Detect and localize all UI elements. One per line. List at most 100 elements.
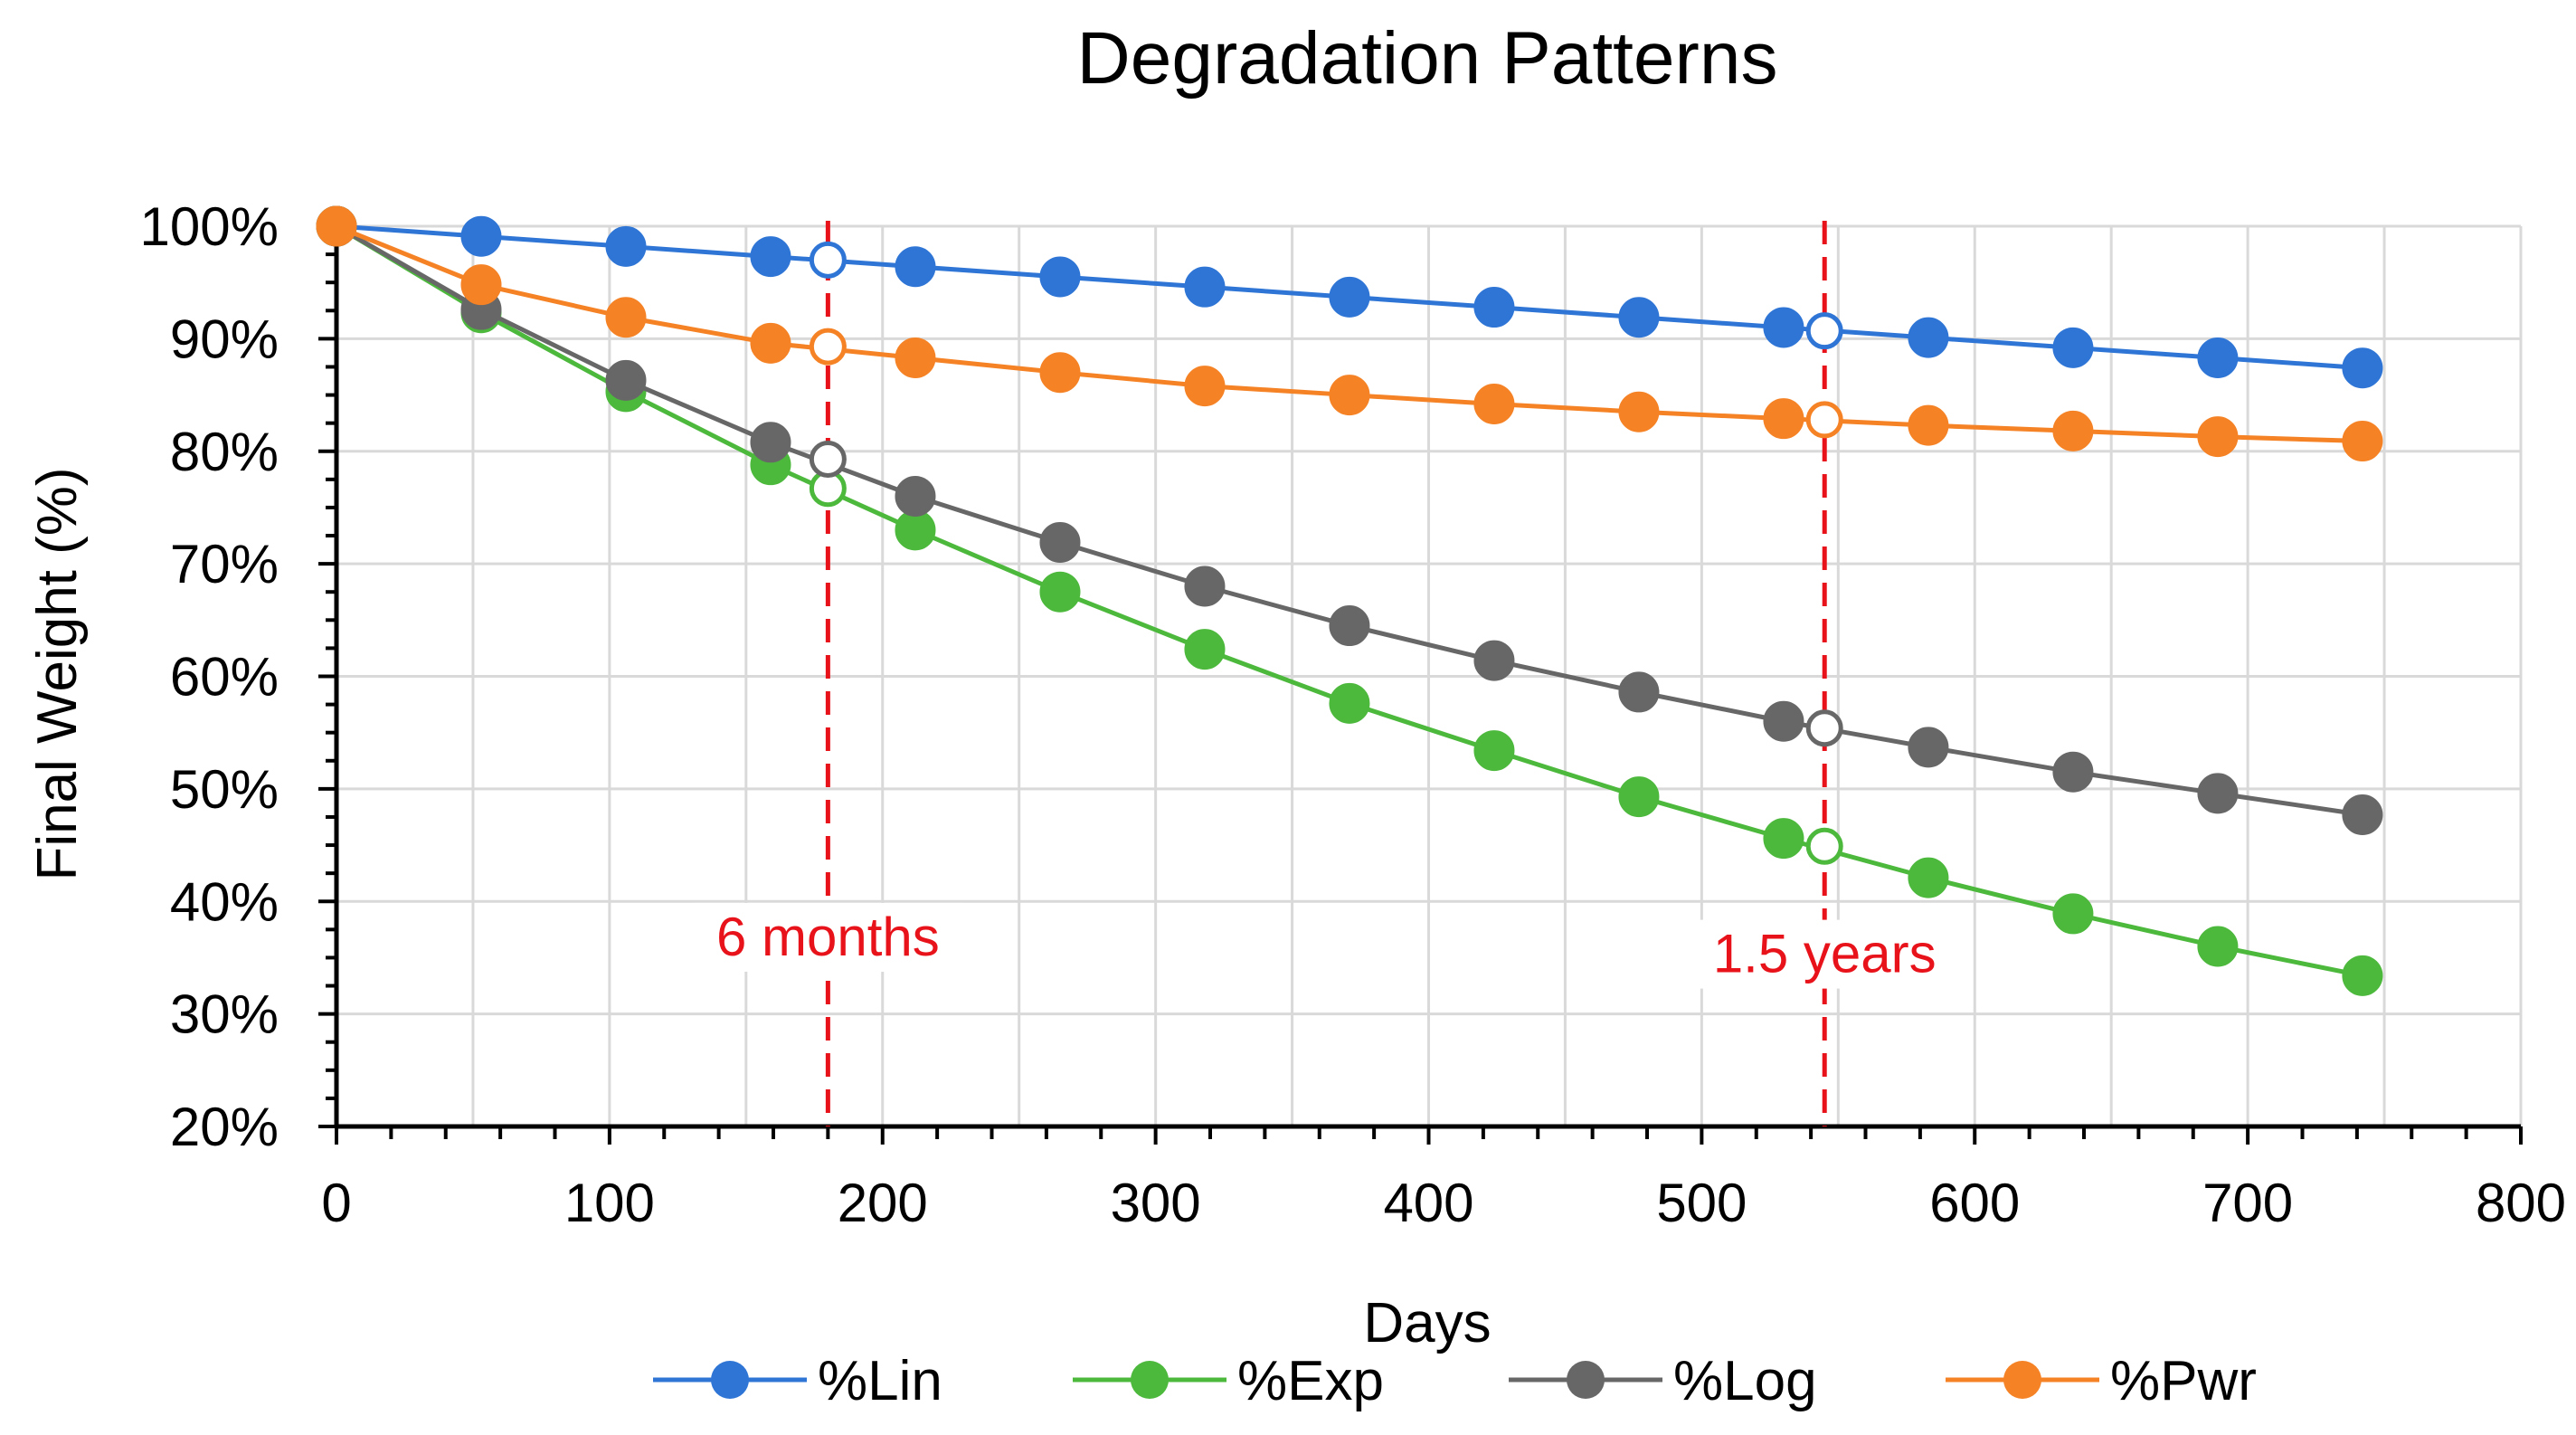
- data-point-lin: [1184, 266, 1226, 308]
- reference-marker-log: [809, 440, 847, 478]
- legend-label: %Lin: [818, 1350, 942, 1412]
- data-point-pwr: [460, 264, 502, 306]
- data-point-lin: [1039, 256, 1081, 298]
- data-point-lin: [460, 215, 502, 257]
- data-point-lin: [1618, 297, 1660, 338]
- data-point-exp: [2052, 893, 2094, 935]
- x-tick-label: 0: [321, 1173, 351, 1233]
- data-point-exp: [1184, 629, 1226, 670]
- data-point-pwr: [316, 205, 357, 247]
- y-tick-label: 40%: [170, 871, 279, 932]
- data-point-log: [1908, 727, 1949, 768]
- y-tick-label: 50%: [170, 759, 279, 820]
- y-tick-label: 70%: [170, 534, 279, 594]
- reference-marker-lin: [1805, 312, 1843, 350]
- legend-swatch-marker: [711, 1361, 749, 1399]
- data-point-pwr: [1184, 366, 1226, 407]
- x-tick-label: 400: [1383, 1173, 1473, 1233]
- legend-swatch-marker: [1131, 1361, 1169, 1399]
- data-point-exp: [2342, 955, 2383, 996]
- axes: 0 100 200 300 400 500 600 700 800 20% 30% 40% 50% 60%…: [140, 196, 2567, 1233]
- data-point-log: [1184, 565, 1226, 607]
- y-tick-label: 60%: [170, 647, 279, 708]
- x-tick-label: 200: [838, 1173, 928, 1233]
- data-point-lin: [2052, 327, 2094, 368]
- reference-label-background: [692, 902, 964, 972]
- data-point-pwr: [2052, 410, 2094, 451]
- y-tick-label: 20%: [170, 1097, 279, 1157]
- chart-title: Degradation Patterns: [1077, 17, 1778, 100]
- data-point-pwr: [1908, 404, 1949, 446]
- data-point-pwr: [2342, 421, 2383, 462]
- data-point-log: [605, 359, 647, 401]
- data-point-log: [1473, 640, 1515, 681]
- legend-item-exp: %Exp: [1073, 1350, 1384, 1412]
- data-point-exp: [1329, 682, 1370, 724]
- reference-label-background: [1689, 919, 1961, 989]
- x-tick-label: 600: [1929, 1173, 2020, 1233]
- data-point-pwr: [1329, 375, 1370, 416]
- data-point-lin: [750, 236, 791, 278]
- data-point-lin: [1763, 307, 1804, 348]
- x-tick-label: 800: [2476, 1173, 2566, 1233]
- legend-swatch-marker: [2003, 1361, 2041, 1399]
- data-point-log: [895, 476, 936, 517]
- reference-label: 6 months: [716, 907, 940, 967]
- data-point-exp: [1473, 730, 1515, 772]
- data-point-pwr: [1618, 391, 1660, 432]
- data-point-lin: [895, 246, 936, 288]
- legend-label: %Exp: [1237, 1350, 1384, 1412]
- legend-swatch-marker: [1567, 1361, 1605, 1399]
- data-point-lin: [1473, 287, 1515, 328]
- x-axis-title: Days: [1363, 1292, 1491, 1354]
- data-point-exp: [1908, 857, 1949, 898]
- x-tick-label: 500: [1656, 1173, 1747, 1233]
- data-point-log: [1763, 700, 1804, 742]
- data-point-log: [1329, 605, 1370, 647]
- data-point-log: [2342, 794, 2383, 835]
- data-point-log: [2052, 751, 2094, 793]
- data-point-pwr: [605, 297, 647, 338]
- y-tick-label: 100%: [140, 196, 279, 257]
- reference-marker-lin: [809, 241, 847, 279]
- data-point-lin: [2197, 337, 2239, 379]
- y-tick-label: 90%: [170, 309, 279, 369]
- data-point-log: [1618, 671, 1660, 713]
- legend-item-pwr: %Pwr: [1946, 1350, 2257, 1412]
- data-point-pwr: [1039, 352, 1081, 394]
- legend-item-lin: %Lin: [653, 1350, 942, 1412]
- data-point-pwr: [750, 322, 791, 364]
- data-point-pwr: [1473, 384, 1515, 425]
- gridlines: [335, 224, 2523, 1128]
- y-tick-label: 80%: [170, 422, 279, 482]
- y-tick-label: 30%: [170, 984, 279, 1045]
- reference-marker-pwr: [1805, 401, 1843, 439]
- legend-label: %Log: [1673, 1350, 1817, 1412]
- x-tick-label: 100: [564, 1173, 655, 1233]
- data-point-pwr: [2197, 416, 2239, 458]
- reference-marker-pwr: [809, 328, 847, 366]
- data-point-pwr: [1763, 398, 1804, 440]
- data-point-log: [750, 422, 791, 463]
- data-point-log: [1039, 521, 1081, 563]
- data-point-exp: [1039, 571, 1081, 613]
- reference-marker-log: [1805, 709, 1843, 747]
- legend-item-log: %Log: [1509, 1350, 1817, 1412]
- data-point-log: [2197, 773, 2239, 814]
- data-point-exp: [1763, 818, 1804, 860]
- data-point-lin: [2342, 347, 2383, 389]
- legend-label: %Pwr: [2110, 1350, 2257, 1412]
- x-tick-label: 700: [2202, 1173, 2293, 1233]
- data-point-exp: [2197, 926, 2239, 967]
- annotations: 6 months 1.5 years: [692, 221, 1961, 1126]
- data-point-lin: [605, 225, 647, 267]
- x-tick-label: 300: [1111, 1173, 1201, 1233]
- data-point-exp: [895, 509, 936, 551]
- data-point-exp: [1618, 776, 1660, 818]
- y-axis-title: Final Weight (%): [26, 467, 89, 880]
- legend: %Lin %Exp %Log %Pwr: [653, 1350, 2257, 1412]
- reference-label: 1.5 years: [1713, 924, 1937, 984]
- data-point-lin: [1908, 317, 1949, 358]
